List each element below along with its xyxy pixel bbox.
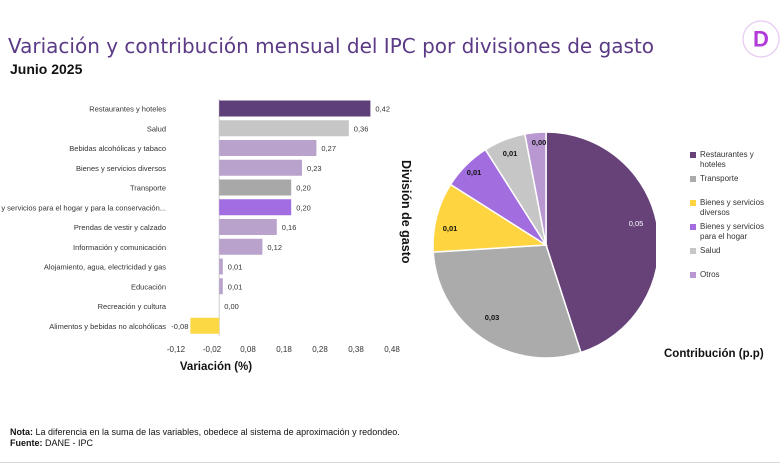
x-tick-label: -0,12 [167, 345, 186, 354]
bar-value-label: 0,20 [296, 203, 311, 212]
bar-category-label: Recreación y cultura [98, 302, 167, 311]
bar-chart-xlabel: Variación (%) [180, 361, 252, 373]
legend-item: Otros [690, 270, 780, 280]
x-tick-label: 0,38 [348, 345, 364, 354]
legend-label: Bienes y servicios para el hogar [700, 222, 765, 241]
legend-label: Otros [700, 270, 720, 279]
legend-item: Transporte [690, 174, 780, 184]
bar-chart-ylabel-box: División de gasto [399, 160, 413, 264]
source-line: Fuente: DANE - IPC [10, 438, 93, 448]
pie-value-label: 0,03 [485, 313, 500, 322]
legend-swatch [690, 224, 696, 230]
legend-item: Bienes y servicios para el hogar [690, 222, 780, 242]
legend-label: Salud [700, 246, 721, 255]
legend-swatch [690, 248, 696, 254]
logo-icon: D [742, 20, 780, 58]
bar [219, 100, 371, 117]
pie-value-label: 0,01 [503, 149, 518, 158]
bar-value-label: 0,01 [228, 282, 243, 291]
x-tick-label: 0,48 [384, 345, 400, 354]
bar-category-label: Alimentos y bebidas no alcohólicas [49, 322, 166, 331]
legend-label: Restaurantes y hoteles [700, 150, 754, 169]
contribution-pie-chart: 0,05 0,03 0,01 0,01 0,01 0,00 [432, 131, 656, 359]
pie-slice [432, 244, 582, 359]
pie-chart-xlabel: Contribución (p.p) [664, 348, 764, 360]
bar-category-label: Restaurantes y hoteles [89, 105, 166, 114]
page-title: Variación y contribución mensual del IPC… [8, 34, 655, 58]
bar-value-label: 0,23 [307, 164, 322, 173]
bar [219, 238, 263, 255]
footnote: Nota: La diferencia en la suma de las va… [10, 427, 400, 437]
legend-swatch [690, 152, 696, 158]
x-tick-label: 0,08 [240, 345, 256, 354]
footnote-text: La diferencia en la suma de las variable… [33, 427, 400, 437]
variation-bar-chart: Restaurantes y hoteles 0,42 Salud 0,36 Bebid… [0, 99, 400, 373]
bar-category-label: Bebidas alcohólicas y tabaco [69, 144, 166, 153]
legend-item: Salud [690, 246, 780, 256]
bar [219, 179, 292, 196]
bar [219, 199, 292, 216]
bar-value-label: -0,08 [171, 322, 188, 331]
bar-value-label: 0,12 [267, 243, 282, 252]
pie-value-label: 0,01 [443, 224, 458, 233]
pie-value-label: 0,00 [532, 138, 547, 147]
legend-label: Transporte [700, 174, 739, 183]
legend-label: Bienes y servicios diversos [700, 198, 765, 217]
bar-value-label: 0,42 [375, 105, 390, 114]
legend-swatch [690, 272, 696, 278]
logo-letter: D [753, 27, 769, 52]
pie-slice [545, 131, 656, 354]
bar-category-label: Bienes y servicios diversos [76, 164, 166, 173]
bar [219, 159, 302, 176]
pie-value-label: 0,05 [629, 219, 644, 228]
page-subtitle: Junio 2025 [10, 61, 83, 77]
bar [219, 120, 349, 137]
bar-category-label: Muebles y servicios para el hogar y para… [0, 203, 166, 212]
pie-slice [432, 183, 549, 253]
legend-item: Restaurantes y hoteles [690, 150, 780, 170]
legend-item: Bienes y servicios diversos [690, 198, 780, 218]
footnote-label: Nota: [10, 427, 33, 437]
bar-value-label: 0,01 [228, 263, 243, 272]
bar-value-label: 0,00 [224, 302, 239, 311]
bar-value-label: 0,16 [282, 223, 297, 232]
bar-category-label: Educación [131, 282, 166, 291]
x-tick-label: 0,18 [276, 345, 292, 354]
bar-chart-ylabel: División de gasto [399, 160, 413, 264]
source-text: DANE - IPC [42, 438, 94, 448]
bar [219, 140, 317, 156]
pie-slice [523, 131, 547, 246]
bar-value-label: 0,27 [321, 144, 336, 153]
bar [219, 258, 223, 275]
bar-category-label: Alojamiento, agua, electricidad y gas [44, 263, 166, 272]
bar-value-label: 0,36 [354, 124, 369, 133]
pie-value-label: 0,01 [467, 168, 482, 177]
legend-swatch [690, 200, 696, 206]
source-label: Fuente: [10, 438, 43, 448]
bar-category-label: Transporte [130, 184, 166, 193]
legend-swatch [690, 176, 696, 182]
bar [190, 317, 220, 334]
footer-divider [0, 462, 780, 463]
bar [219, 278, 223, 295]
x-tick-label: 0,28 [312, 345, 328, 354]
bar [219, 219, 277, 235]
bar-value-label: 0,20 [296, 184, 311, 193]
bar-category-label: Prendas de vestir y calzado [74, 223, 166, 232]
bar-category-label: Salud [147, 124, 166, 133]
bar-category-label: Información y comunicación [73, 243, 166, 252]
x-tick-label: -0,02 [203, 345, 222, 354]
